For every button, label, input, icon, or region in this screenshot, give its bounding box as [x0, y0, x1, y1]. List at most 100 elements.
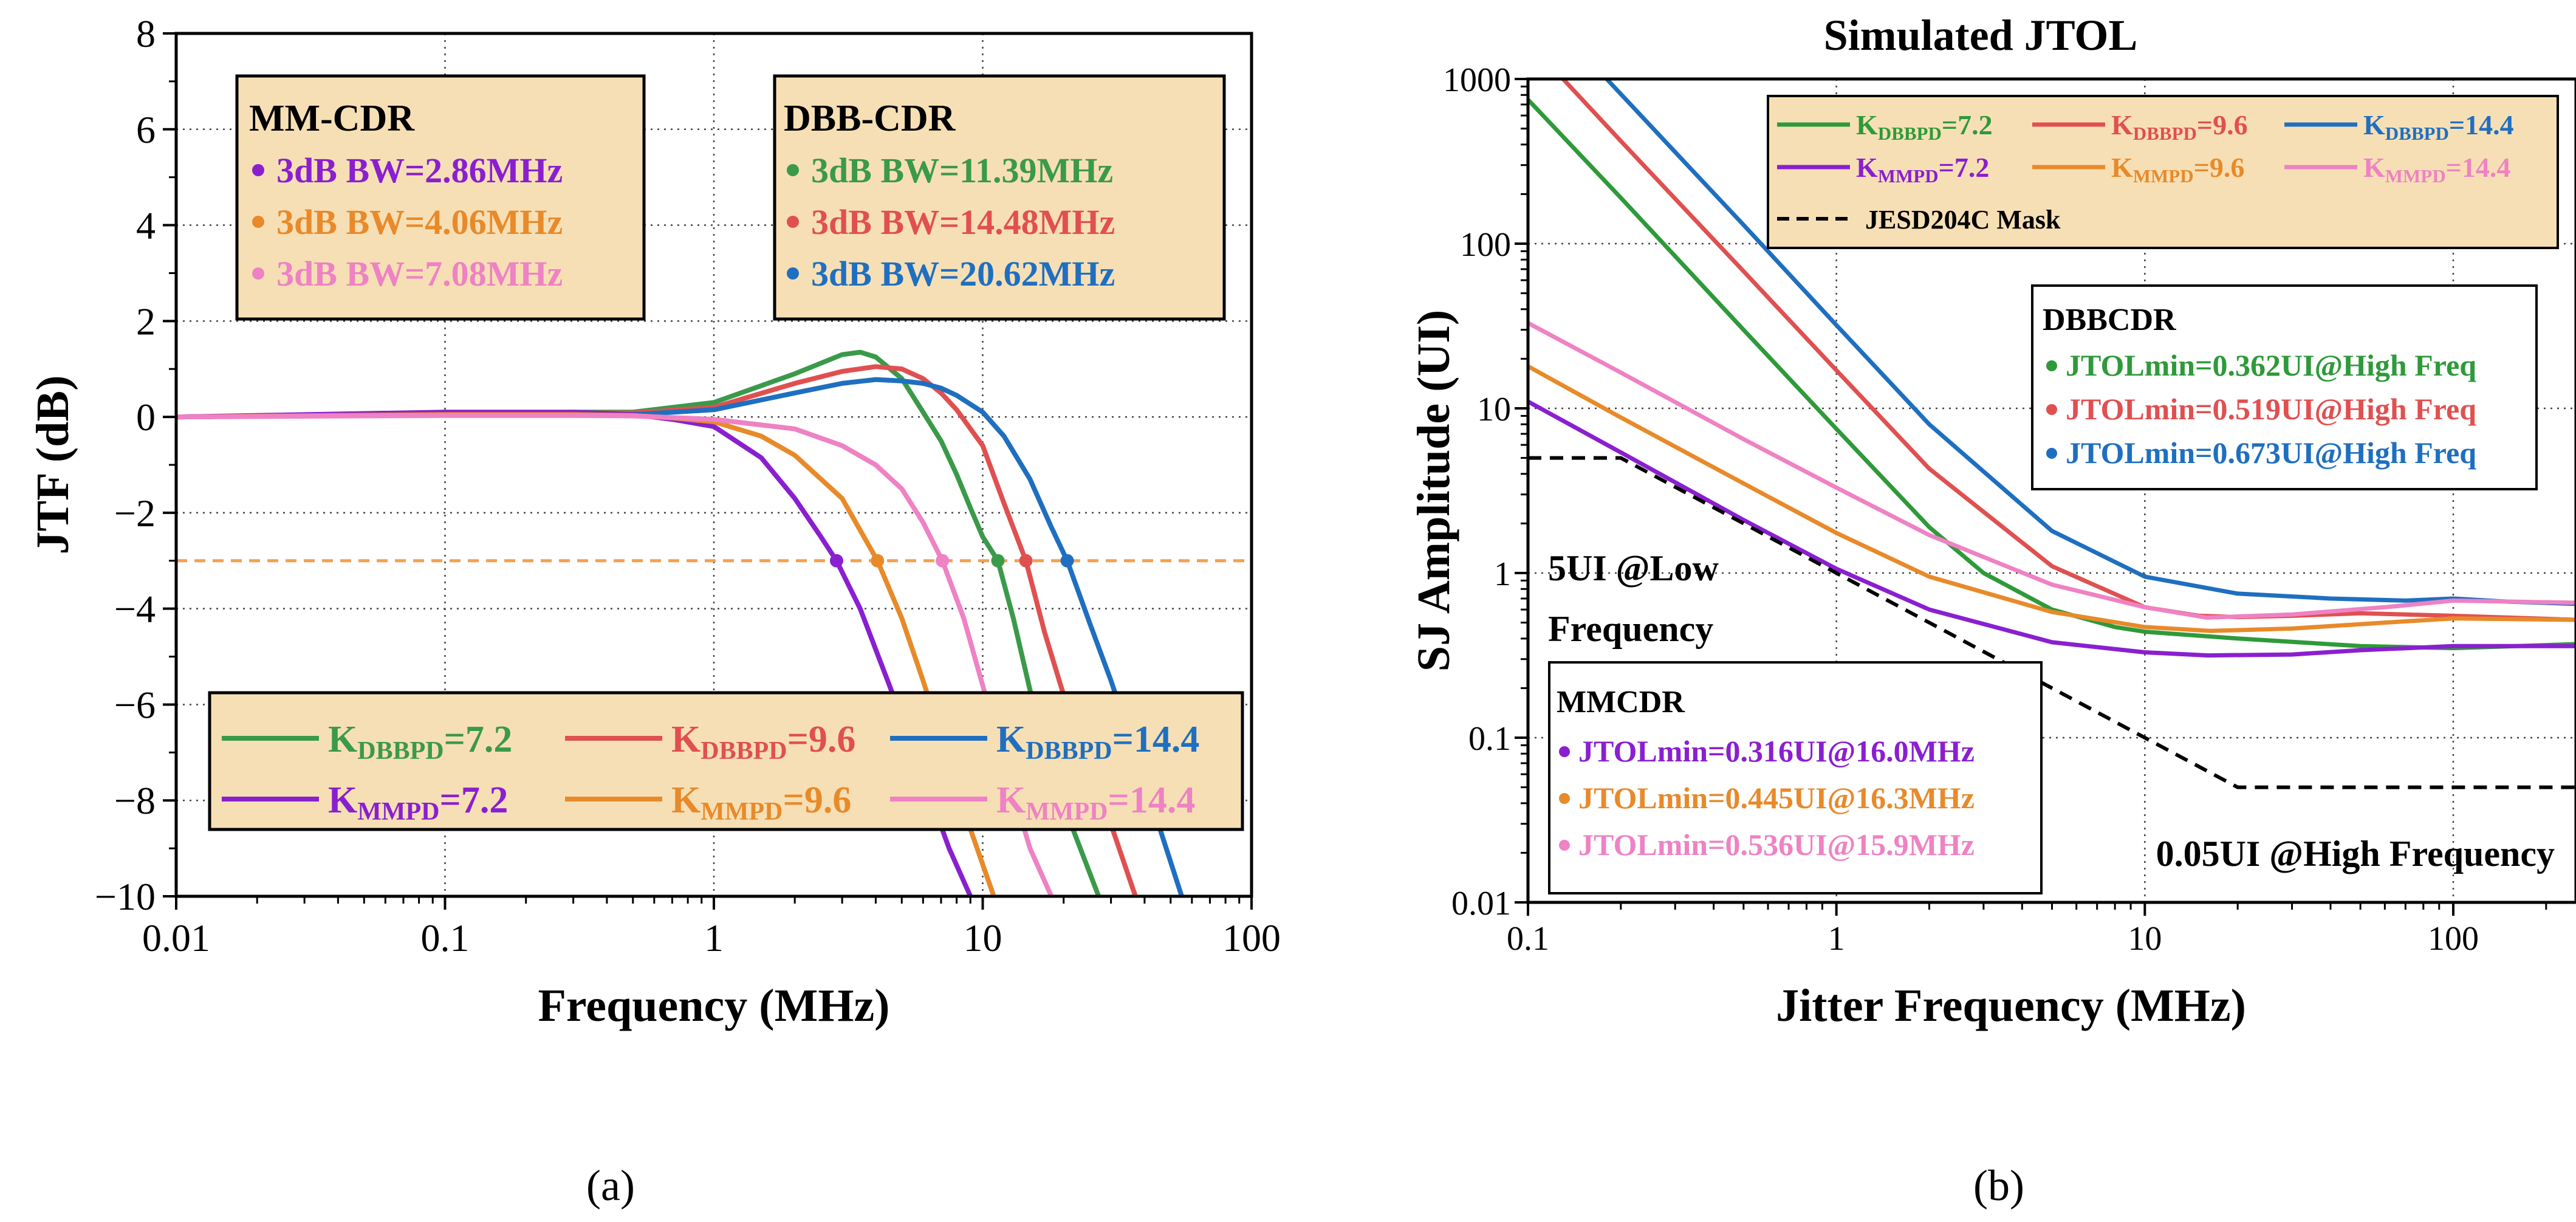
bw-marker-a: [991, 554, 1005, 568]
mask-line-b: [1528, 456, 2576, 789]
mmcdr-jtol-1: JTOLmin=0.445UI@16.3MHz: [1578, 781, 1975, 815]
mmcdr-bullet: [1559, 746, 1570, 757]
plot-frame-b: [1526, 77, 2576, 904]
y-tick-label-b: 1: [1494, 555, 1511, 593]
series-line-a-dbbpd144: [176, 377, 1185, 896]
y-tick-label-a: 0: [136, 396, 156, 439]
y-tick-label-a: −2: [114, 492, 156, 535]
y-tick-label-a: −4: [114, 588, 156, 631]
bw-marker-a: [871, 554, 885, 568]
x-tick-label-b: 0.1: [1507, 920, 1549, 958]
legend-b-label: KDBBPD=7.2: [1856, 109, 1993, 144]
chart-a: 0.01 0.1 1 10 100 −10 −8 −6 −4 −2 0 2 4 6 8 Frequency (…: [27, 12, 1281, 1031]
legend-a-label: KDBBPD=14.4: [996, 719, 1199, 765]
x-tick-label-b: 100: [2428, 920, 2479, 958]
dbb-cdr-bullet: [787, 164, 799, 176]
legend-b: KDBBPD=7.2 KDBBPD=9.6 KDBBPD=14.4 KMMPD=7.2…: [1767, 95, 2559, 249]
x-tick-label-a: 0.01: [142, 916, 210, 959]
legend-b-label: KMMPD=9.6: [2111, 152, 2244, 187]
legend-b-label: KDBBPD=9.6: [2111, 109, 2248, 144]
mmcdr-box-bg: [1548, 661, 2043, 894]
y-tick-label-b: 100: [1460, 226, 1511, 264]
mmcdr-jtol-2: JTOLmin=0.536UI@15.9MHz: [1578, 828, 1975, 862]
legend-b-label: KMMPD=14.4: [2363, 152, 2510, 187]
mm-cdr-bullet: [252, 164, 264, 176]
y-tick-label-a: −10: [95, 875, 156, 918]
mmcdr-box: MMCDR JTOLmin=0.316UI@16.0MHz JTOLmin=0.44…: [1548, 661, 2043, 894]
y-tick-label-a: 2: [136, 300, 156, 343]
x-tick-label-a: 1: [704, 916, 724, 959]
series-line-b-4: [1528, 364, 2576, 633]
legend-a-label: KMMPD=7.2: [328, 780, 508, 826]
x-tick-label-a: 0.1: [421, 916, 470, 959]
legend-a-label: KMMPD=14.4: [996, 780, 1195, 826]
legend-a-bg: [208, 691, 1244, 831]
dbbcdr-bullet: [2046, 448, 2057, 459]
y-tick-label-b: 10: [1477, 391, 1511, 428]
plot-frame-a: [174, 32, 1253, 898]
series-line-b-5: [1528, 321, 2576, 620]
dbbcdr-jtol-1: JTOLmin=0.519UI@High Freq: [2066, 392, 2476, 426]
bw-marker-a: [1060, 554, 1074, 568]
mm-cdr-bw-2: 3dB BW=7.08MHz: [276, 254, 563, 293]
dbb-cdr-title: DBB-CDR: [784, 98, 956, 139]
mmcdr-bullet: [1559, 793, 1570, 804]
dbbcdr-box-bg: [2031, 284, 2538, 490]
dbbcdr-jtol-2: JTOLmin=0.673UI@High Freq: [2066, 436, 2476, 470]
mm-cdr-box-bg: [235, 74, 646, 321]
bw-marker-a: [829, 554, 843, 568]
dbb-cdr-bullet: [787, 267, 799, 280]
y-tick-label-a: 6: [136, 108, 156, 151]
mm-cdr-title: MM-CDR: [249, 98, 415, 139]
x-tick-label-a: 100: [1222, 916, 1281, 959]
dbb-cdr-box-bg: [773, 74, 1226, 321]
legend-b-bg: [1767, 95, 2559, 249]
legend-a-label: KMMPD=9.6: [671, 780, 851, 826]
mmcdr-title: MMCDR: [1557, 685, 1685, 719]
series-line-b-3: [1528, 399, 2576, 658]
legend-a-label: KDBBPD=7.2: [328, 719, 512, 765]
dbbcdr-title: DBBCDR: [2043, 303, 2177, 337]
y-axis-label-b: SJ Amplitude (UI): [1408, 310, 1459, 671]
x-tick-label-b: 10: [2128, 920, 2162, 958]
y-tick-label-a: 8: [136, 12, 156, 55]
dbbcdr-jtol-0: JTOLmin=0.362UI@High Freq: [2066, 348, 2476, 382]
dbb-cdr-bw-0: 3dB BW=11.39MHz: [811, 151, 1113, 190]
legend-b-label: KDBBPD=14.4: [2363, 109, 2514, 144]
mm-cdr-box: MM-CDR 3dB BW=2.86MHz 3dB BW=4.06MHz 3dB BW…: [235, 74, 646, 321]
x-tick-label-b: 1: [1828, 920, 1845, 958]
high-freq-annotation: 0.05UI @High Frequency: [2156, 834, 2555, 874]
y-tick-label-b: 1000: [1443, 61, 1511, 99]
mm-cdr-bullet: [252, 267, 264, 280]
y-tick-label-a: −6: [114, 683, 156, 726]
caption-a: (a): [586, 1161, 635, 1210]
y-tick-label-b: 0.01: [1451, 885, 1511, 922]
mm-cdr-bw-0: 3dB BW=2.86MHz: [276, 151, 563, 190]
legend-a-label: KDBBPD=9.6: [671, 719, 855, 765]
legend-b-label: KMMPD=7.2: [1856, 152, 1989, 187]
bw-marker-a: [1019, 554, 1033, 568]
dbb-cdr-bullet: [787, 216, 799, 228]
dbbcdr-bullet: [2046, 404, 2057, 415]
mm-cdr-bw-1: 3dB BW=4.06MHz: [276, 202, 563, 242]
mm-cdr-bullet: [252, 216, 264, 228]
series-group-b: [1528, 79, 2576, 789]
x-axis-label-a: Frequency (MHz): [538, 980, 890, 1031]
low-freq-annotation-line2: Frequency: [1548, 609, 1713, 649]
bw-marker-a: [936, 554, 950, 568]
y-tick-label-b: 0.1: [1468, 720, 1511, 758]
low-freq-annotation-line1: 5UI @Low: [1548, 548, 1719, 588]
chart-title-b: Simulated JTOL: [1824, 11, 2138, 60]
dbb-cdr-bw-1: 3dB BW=14.48MHz: [811, 202, 1115, 242]
x-axis-label-b: Jitter Frequency (MHz): [1776, 980, 2246, 1031]
dbbcdr-bullet: [2046, 360, 2057, 371]
dbb-cdr-bw-2: 3dB BW=20.62MHz: [811, 254, 1115, 293]
dbb-cdr-box: DBB-CDR 3dB BW=11.39MHz 3dB BW=14.48MHz 3dB…: [773, 74, 1226, 321]
y-tick-label-a: −8: [114, 779, 156, 822]
legend-a: KDBBPD=7.2 KDBBPD=9.6 KDBBPD=14.4 KMMPD=7.2…: [208, 691, 1244, 831]
x-tick-label-a: 10: [964, 916, 1002, 959]
mmcdr-jtol-0: JTOLmin=0.316UI@16.0MHz: [1578, 734, 1975, 768]
caption-b: (b): [1973, 1161, 2024, 1210]
